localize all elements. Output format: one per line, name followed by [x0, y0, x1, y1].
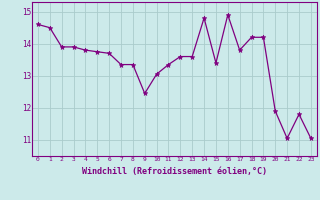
X-axis label: Windchill (Refroidissement éolien,°C): Windchill (Refroidissement éolien,°C)	[82, 167, 267, 176]
